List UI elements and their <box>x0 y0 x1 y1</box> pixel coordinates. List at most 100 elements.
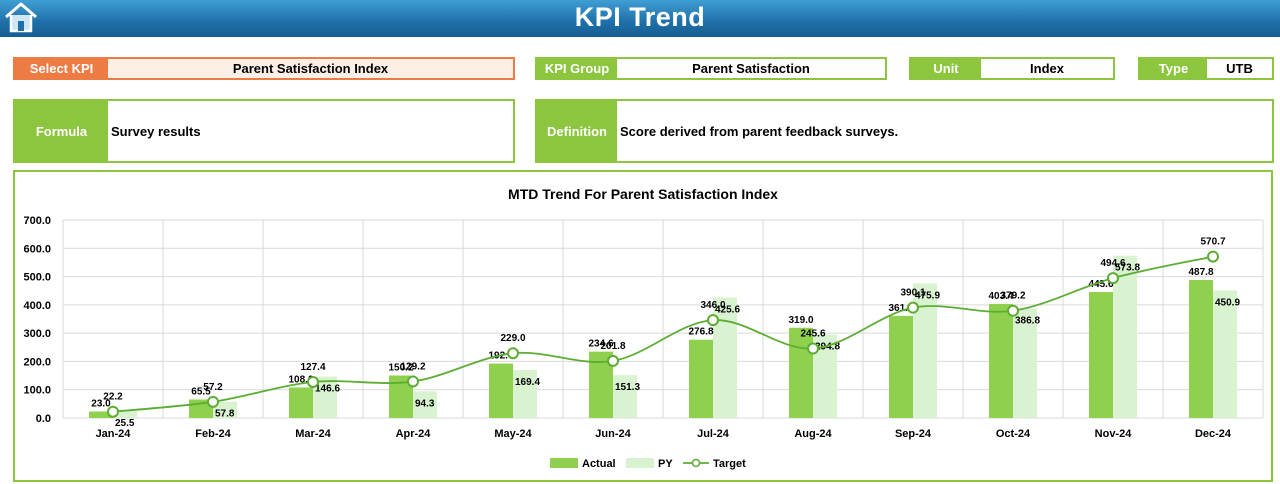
definition-label: Definition <box>537 101 617 161</box>
target-point <box>1007 304 1019 317</box>
actual-data-label: 65.5 <box>191 386 211 397</box>
target-data-label: 379.2 <box>1000 291 1025 302</box>
actual-bar <box>1189 280 1213 418</box>
py-data-label: 450.9 <box>1215 297 1240 308</box>
actual-bar <box>989 303 1013 418</box>
target-data-label: 346.0 <box>700 300 725 311</box>
target-point <box>207 395 219 408</box>
unit-label: Unit <box>911 59 981 78</box>
actual-data-label: 192.4 <box>488 351 513 362</box>
py-bar <box>613 375 637 418</box>
type-value: UTB <box>1226 61 1253 76</box>
py-data-label: 151.3 <box>615 382 640 393</box>
chart-panel: MTD Trend For Parent Satisfaction Index 0… <box>13 170 1273 482</box>
actual-bar <box>689 339 713 418</box>
py-bar <box>113 410 137 418</box>
x-tick-label: Jan-24 <box>96 428 132 440</box>
formula-label: Formula <box>15 101 108 161</box>
actual-data-label: 361.2 <box>888 303 913 314</box>
x-tick-label: Nov-24 <box>1095 428 1133 440</box>
x-tick-label: May-24 <box>494 428 532 440</box>
actual-bar <box>789 327 813 418</box>
target-point <box>1107 272 1119 285</box>
chart-title: MTD Trend For Parent Satisfaction Index <box>508 186 778 202</box>
select-kpi-value[interactable]: Parent Satisfaction Index <box>108 59 513 78</box>
y-tick-label: 400.0 <box>23 300 51 312</box>
py-data-label: 169.4 <box>515 377 540 388</box>
actual-bar <box>89 411 113 418</box>
target-line <box>112 255 1214 413</box>
py-bar <box>1113 255 1137 418</box>
target-data-label: 127.4 <box>300 362 325 373</box>
target-point <box>507 347 519 360</box>
target-point <box>907 301 919 314</box>
py-data-label: 386.8 <box>1015 316 1040 327</box>
py-bar <box>1013 308 1037 418</box>
py-data-label: 25.5 <box>115 418 135 429</box>
x-tick-label: Sep-24 <box>895 428 932 440</box>
py-data-label: 425.6 <box>715 305 740 316</box>
actual-data-label: 234.6 <box>588 339 613 350</box>
y-tick-label: 200.0 <box>23 356 51 368</box>
kpi-group-value: Parent Satisfaction <box>692 61 810 76</box>
trend-chart: MTD Trend For Parent Satisfaction Index 0… <box>23 186 1264 470</box>
y-tick-label: 500.0 <box>23 272 51 284</box>
actual-data-label: 403.4 <box>988 291 1013 302</box>
py-data-label: 573.8 <box>1115 263 1140 274</box>
x-tick-label: Jun-24 <box>595 428 631 440</box>
definition-value: Score derived from parent feedback surve… <box>620 123 899 139</box>
unit-value: Index <box>1030 61 1064 76</box>
kpi-group-label: KPI Group <box>537 59 617 78</box>
select-kpi-field[interactable]: Select KPI Parent Satisfaction Index <box>13 57 515 80</box>
target-data-label: 570.7 <box>1200 237 1225 248</box>
target-data-label: 57.2 <box>203 382 223 393</box>
type-label: Type <box>1140 59 1207 78</box>
x-tick-label: Feb-24 <box>195 428 231 440</box>
actual-data-label: 23.0 <box>91 398 111 409</box>
target-point <box>707 314 719 327</box>
target-data-label: 245.6 <box>800 329 825 340</box>
target-data-label: 201.8 <box>600 341 625 352</box>
legend-target-marker <box>691 458 701 468</box>
kpi-group-field: KPI Group Parent Satisfaction <box>535 57 887 80</box>
y-tick-label: 300.0 <box>23 328 51 340</box>
x-tick-label: Mar-24 <box>295 428 331 440</box>
target-point <box>307 375 319 388</box>
legend-target-label: Target <box>713 458 746 470</box>
py-data-label: 146.6 <box>315 384 340 395</box>
x-tick-label: Apr-24 <box>396 428 432 440</box>
actual-bar <box>1089 291 1113 418</box>
x-tick-label: Jul-24 <box>697 428 730 440</box>
legend-actual-label: Actual <box>582 458 616 470</box>
target-data-label: 22.2 <box>103 392 123 403</box>
formula-field: Formula Survey results <box>13 99 515 163</box>
header-bar <box>0 0 1280 37</box>
y-tick-label: 0.0 <box>36 413 51 425</box>
x-tick-label: Dec-24 <box>1195 428 1232 440</box>
target-data-label: 390.1 <box>900 288 925 299</box>
actual-data-label: 319.0 <box>788 315 813 326</box>
target-point <box>107 405 119 418</box>
select-kpi-label: Select KPI <box>15 59 108 78</box>
target-point <box>407 375 419 388</box>
page-title: KPI Trend <box>574 2 706 32</box>
legend-py-label: PY <box>658 458 673 470</box>
actual-data-label: 487.8 <box>1188 267 1213 278</box>
actual-data-label: 150.2 <box>388 363 413 374</box>
actual-data-label: 108.0 <box>288 374 313 385</box>
actual-data-label: 445.6 <box>1088 279 1113 290</box>
y-tick-label: 700.0 <box>23 215 51 227</box>
actual-bar <box>889 315 913 418</box>
target-data-label: 129.2 <box>400 361 425 372</box>
home-icon[interactable] <box>3 0 39 34</box>
target-data-label: 229.0 <box>500 333 525 344</box>
formula-value: Survey results <box>111 123 201 139</box>
py-bar <box>213 401 237 418</box>
py-bar <box>1213 290 1237 418</box>
y-tick-label: 600.0 <box>23 243 51 255</box>
x-tick-label: Aug-24 <box>794 428 832 440</box>
definition-field: Definition Score derived from parent fee… <box>535 99 1274 163</box>
actual-data-label: 276.8 <box>688 327 713 338</box>
py-bar <box>413 391 437 418</box>
type-field: Type UTB <box>1138 57 1274 80</box>
